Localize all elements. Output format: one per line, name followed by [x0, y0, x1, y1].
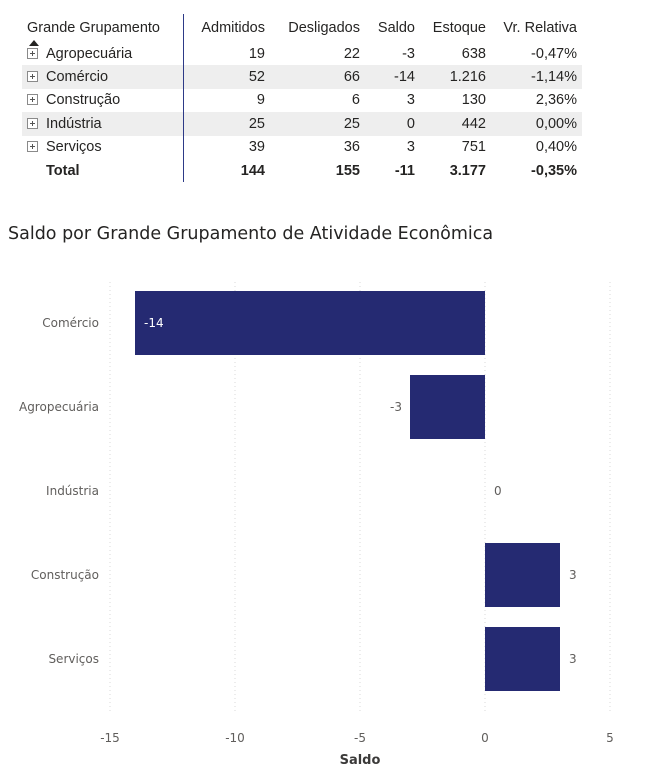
- row-name: Construção: [46, 92, 121, 109]
- column-header-saldo[interactable]: Saldo: [377, 20, 415, 36]
- table-row: Serviços 39 36 3 751 0,40%: [22, 135, 582, 159]
- cell-admitidos: 9: [183, 88, 270, 113]
- x-axis-title: Saldo: [340, 753, 381, 768]
- summary-table: Grande Grupamento Admitidos Desligados S…: [22, 14, 582, 183]
- bar: [485, 627, 560, 691]
- x-tick-label: -15: [100, 731, 120, 745]
- summary-matrix: Grande Grupamento Admitidos Desligados S…: [22, 14, 582, 183]
- total-label: Total: [46, 162, 80, 179]
- column-header-desligados[interactable]: Desligados: [288, 20, 360, 36]
- cell-estoque: 442: [420, 112, 491, 136]
- table-row: Construção 9 6 3 130 2,36%: [22, 88, 582, 113]
- cell-estoque: 751: [420, 135, 491, 159]
- cell-vr-relativa: -1,14%: [491, 65, 582, 89]
- data-label: 0: [494, 484, 502, 498]
- x-tick-label: 5: [606, 731, 614, 745]
- data-label: 3: [569, 568, 577, 582]
- saldo-bar-chart: -15 -10 -5 0 5 Comércio -14 Agropecuária -3 Indús…: [19, 282, 614, 768]
- column-header-estoque[interactable]: Estoque: [432, 20, 486, 36]
- cell-estoque: 130: [420, 88, 491, 113]
- table-row: Indústria 25 25 0 442 0,00%: [22, 112, 582, 136]
- row-name: Serviços: [46, 139, 102, 156]
- cell-desligados: 36: [270, 135, 365, 159]
- data-label: -3: [390, 400, 402, 414]
- category-label: Indústria: [46, 484, 99, 498]
- row-name: Indústria: [46, 115, 102, 132]
- row-name: Agropecuária: [46, 45, 133, 62]
- cell-saldo: 3: [365, 135, 420, 159]
- labels: -15 -10 -5 0 5 Comércio -14 Agropecuária -3 Indús…: [19, 316, 614, 745]
- expand-plus-icon[interactable]: [27, 141, 38, 153]
- table-row: Comércio 52 66 -14 1.216 -1,14%: [22, 65, 582, 89]
- column-header-label: Grande Grupamento: [27, 20, 160, 36]
- expand-plus-icon[interactable]: [27, 94, 38, 106]
- data-label: -14: [144, 316, 164, 330]
- cell-desligados: 25: [270, 112, 365, 136]
- total-vr-relativa: -0,35%: [491, 158, 582, 183]
- cell-estoque: 638: [420, 42, 491, 66]
- table-total-row: Total 144 155 -11 3.177 -0,35%: [22, 158, 582, 183]
- expand-plus-icon[interactable]: [27, 117, 38, 129]
- category-label: Serviços: [48, 652, 99, 666]
- expand-plus-icon[interactable]: [27, 47, 38, 59]
- cell-saldo: 0: [365, 112, 420, 136]
- cell-desligados: 6: [270, 88, 365, 113]
- bar: [135, 291, 485, 355]
- cell-saldo: -14: [365, 65, 420, 89]
- column-header-vr-relativa[interactable]: Vr. Relativa: [503, 20, 577, 36]
- cell-desligados: 22: [270, 42, 365, 66]
- total-estoque: 3.177: [420, 158, 491, 183]
- expand-plus-icon[interactable]: [27, 71, 38, 83]
- row-name: Comércio: [46, 69, 109, 86]
- data-label: 3: [569, 652, 577, 666]
- x-tick-label: 0: [481, 731, 489, 745]
- chart-title: Saldo por Grande Grupamento de Atividade…: [8, 224, 494, 244]
- category-label: Agropecuária: [19, 400, 99, 414]
- bars: [135, 291, 560, 691]
- column-header-admitidos[interactable]: Admitidos: [201, 20, 265, 36]
- cell-estoque: 1.216: [420, 65, 491, 89]
- cell-saldo: 3: [365, 88, 420, 113]
- cell-vr-relativa: 2,36%: [491, 88, 582, 113]
- cell-saldo: -3: [365, 42, 420, 66]
- cell-vr-relativa: 0,40%: [491, 135, 582, 159]
- cell-desligados: 66: [270, 65, 365, 89]
- sort-ascending-icon[interactable]: [29, 40, 39, 46]
- x-tick-label: -10: [225, 731, 245, 745]
- category-label: Comércio: [42, 316, 99, 330]
- cell-vr-relativa: -0,47%: [491, 42, 582, 66]
- total-admitidos: 144: [183, 158, 270, 183]
- bar: [485, 543, 560, 607]
- category-label: Construção: [31, 568, 99, 582]
- cell-admitidos: 25: [183, 112, 270, 136]
- bar: [410, 375, 485, 439]
- cell-admitidos: 39: [183, 135, 270, 159]
- cell-admitidos: 52: [183, 65, 270, 89]
- total-saldo: -11: [365, 158, 420, 183]
- table-header-row: Grande Grupamento Admitidos Desligados S…: [22, 14, 582, 46]
- cell-vr-relativa: 0,00%: [491, 112, 582, 136]
- x-tick-label: -5: [354, 731, 366, 745]
- cell-admitidos: 19: [183, 42, 270, 66]
- total-desligados: 155: [270, 158, 365, 183]
- table-row: Agropecuária 19 22 -3 638 -0,47%: [22, 42, 582, 66]
- column-header-grande-grupamento[interactable]: Grande Grupamento: [22, 14, 184, 46]
